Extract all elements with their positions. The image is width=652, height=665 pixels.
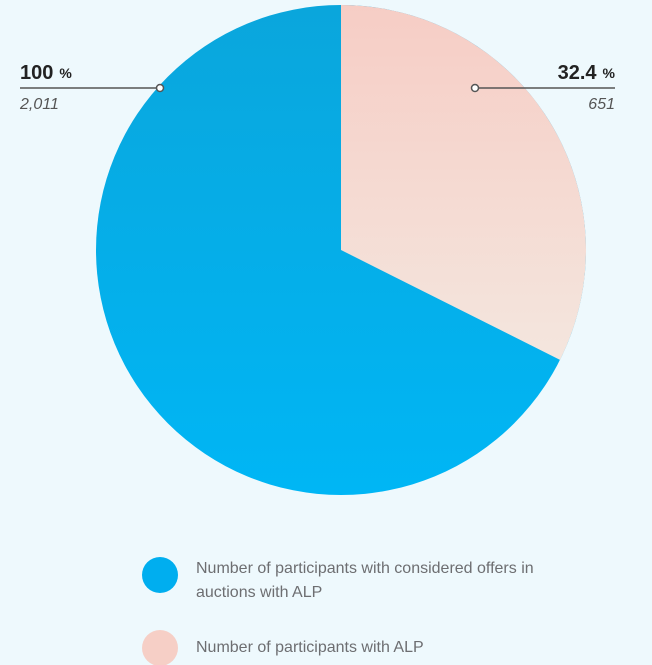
count-label: 651 bbox=[588, 96, 615, 113]
legend-swatch bbox=[142, 557, 178, 593]
unit: % bbox=[603, 65, 616, 81]
count-label: 2,011 bbox=[19, 96, 59, 113]
leader-dot bbox=[155, 83, 165, 93]
legend-item: Number of participants with ALP bbox=[142, 630, 582, 665]
unit: % bbox=[59, 65, 72, 81]
value: 100 bbox=[20, 62, 53, 84]
legend-item: Number of participants with considered o… bbox=[142, 557, 582, 605]
value-label: 100% bbox=[20, 62, 72, 84]
value: 32.4 bbox=[558, 62, 598, 84]
pie-slice bbox=[341, 5, 586, 360]
chart: 100% 2,011 32.4% 651 bbox=[19, 5, 616, 495]
legend-label: Number of participants with ALP bbox=[196, 639, 424, 656]
legend-swatch bbox=[142, 630, 178, 665]
value-label: 32.4% bbox=[558, 62, 616, 84]
leader-dot bbox=[470, 83, 480, 93]
legend-label: Number of participants with considered o… bbox=[196, 560, 534, 601]
